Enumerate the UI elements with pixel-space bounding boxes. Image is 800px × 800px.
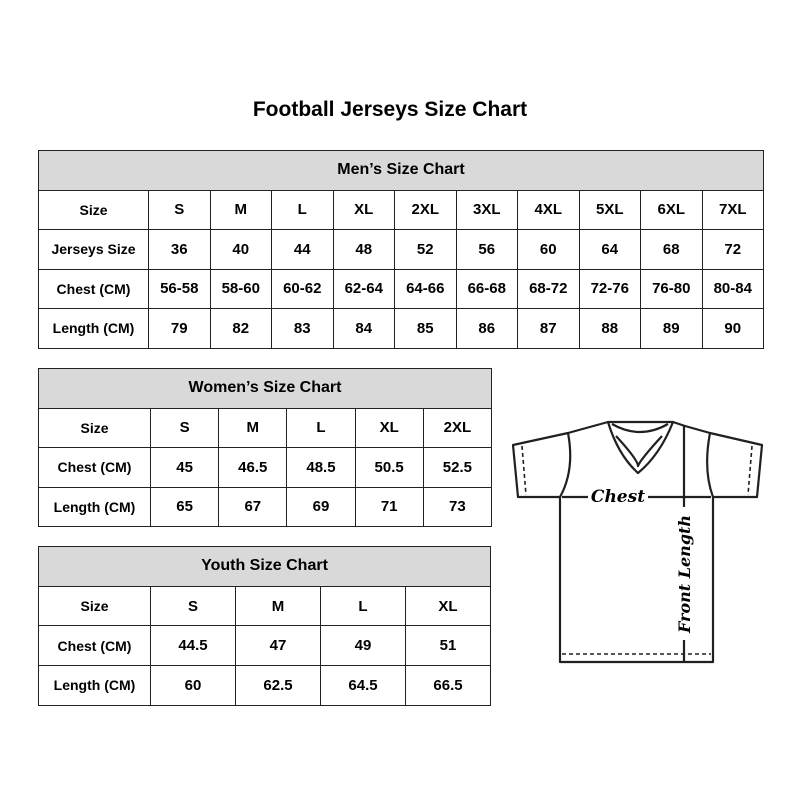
table-cell: 60-62 <box>271 268 334 309</box>
table-row: Chest (CM) 44.5 47 49 51 <box>38 625 491 667</box>
table-cell: 71 <box>354 486 424 527</box>
table-cell: 90 <box>701 308 764 349</box>
table-cell: 2XL <box>422 407 493 448</box>
table-row: Size S M L XL 2XL <box>38 407 493 448</box>
row-label: Length (CM) <box>38 308 149 349</box>
table-cell: 62.5 <box>235 665 321 706</box>
table-cell: XL <box>354 407 424 448</box>
table-cell: 47 <box>235 625 321 667</box>
table-cell: 5XL <box>578 189 641 230</box>
table-cell: 60 <box>517 229 580 270</box>
table-cell: M <box>218 407 288 448</box>
front-length-label: Front Length <box>675 515 694 634</box>
table-cell: 50.5 <box>354 447 424 488</box>
table-cell: 68-72 <box>517 268 580 309</box>
table-row: Size S M L XL 2XL 3XL 4XL 5XL 6XL 7XL <box>38 189 764 230</box>
table-cell: 44 <box>271 229 334 270</box>
table-row: Length (CM) 79 82 83 84 85 86 87 88 89 90 <box>38 308 764 349</box>
table-cell: M <box>235 585 321 627</box>
jersey-collar <box>606 420 675 475</box>
table-cell: L <box>271 189 334 230</box>
table-cell: 36 <box>148 229 211 270</box>
table-cell: 65 <box>149 486 220 527</box>
chest-label: Chest <box>591 487 645 507</box>
table-cell: L <box>286 407 356 448</box>
table-row: Size S M L XL <box>38 585 491 627</box>
table-row: Length (CM) 65 67 69 71 73 <box>38 486 493 527</box>
table-cell: 48.5 <box>286 447 356 488</box>
table-cell: 82 <box>209 308 272 349</box>
table-cell: 87 <box>517 308 580 349</box>
table-cell: 88 <box>578 308 641 349</box>
table-cell: 44.5 <box>150 625 236 667</box>
table-row: Jerseys Size 36 40 44 48 52 56 60 64 68 72 <box>38 229 764 270</box>
table-cell: S <box>149 407 220 448</box>
table-cell: 40 <box>209 229 272 270</box>
table-cell: S <box>150 585 236 627</box>
row-label: Size <box>38 189 149 230</box>
table-cell: 76-80 <box>640 268 703 309</box>
table-cell: 7XL <box>701 189 764 230</box>
table-cell: 68 <box>640 229 703 270</box>
table-cell: 67 <box>218 486 288 527</box>
jersey-outline <box>511 420 764 664</box>
table-cell: 72-76 <box>578 268 641 309</box>
men-chart-heading: Men’s Size Chart <box>38 150 764 191</box>
row-label: Chest (CM) <box>38 625 151 667</box>
table-cell: 60 <box>150 665 236 706</box>
table-cell: XL <box>332 189 395 230</box>
row-label: Size <box>38 585 151 627</box>
youth-chart-heading: Youth Size Chart <box>38 546 491 587</box>
table-cell: 62-64 <box>332 268 395 309</box>
youth-size-table: Youth Size Chart Size S M L XL Chest (CM) 44.5 4… <box>38 546 491 706</box>
table-cell: 86 <box>455 308 518 349</box>
women-chart-heading: Women’s Size Chart <box>38 368 492 409</box>
row-label: Length (CM) <box>38 486 151 527</box>
page-title: Football Jerseys Size Chart <box>252 98 528 121</box>
table-cell: 66-68 <box>455 268 518 309</box>
table-cell: 51 <box>405 625 491 667</box>
sleeve-hems <box>521 445 753 655</box>
row-label: Chest (CM) <box>38 447 151 488</box>
table-cell: 66.5 <box>405 665 491 706</box>
table-row: Chest (CM) 45 46.5 48.5 50.5 52.5 <box>38 447 493 488</box>
table-cell: XL <box>405 585 491 627</box>
table-cell: L <box>320 585 406 627</box>
table-cell: 45 <box>149 447 220 488</box>
table-row: Length (CM) 60 62.5 64.5 66.5 <box>38 665 491 706</box>
mens-size-table: Men’s Size Chart Size S M L XL 2XL 3XL 4XL 5XL 6XL… <box>38 150 764 349</box>
table-cell: 85 <box>394 308 457 349</box>
table-cell: 79 <box>148 308 211 349</box>
womens-size-table: Women’s Size Chart Size S M L XL 2XL Chest (CM)… <box>38 368 493 527</box>
table-cell: 48 <box>332 229 395 270</box>
table-cell: 84 <box>332 308 395 349</box>
table-cell: 73 <box>422 486 493 527</box>
table-cell: 52.5 <box>422 447 493 488</box>
row-label: Size <box>38 407 151 448</box>
table-cell: 80-84 <box>701 268 764 309</box>
table-cell: 49 <box>320 625 406 667</box>
table-cell: 6XL <box>640 189 703 230</box>
table-cell: 64.5 <box>320 665 406 706</box>
table-cell: 56-58 <box>148 268 211 309</box>
table-cell: 69 <box>286 486 356 527</box>
row-label: Jerseys Size <box>38 229 149 270</box>
